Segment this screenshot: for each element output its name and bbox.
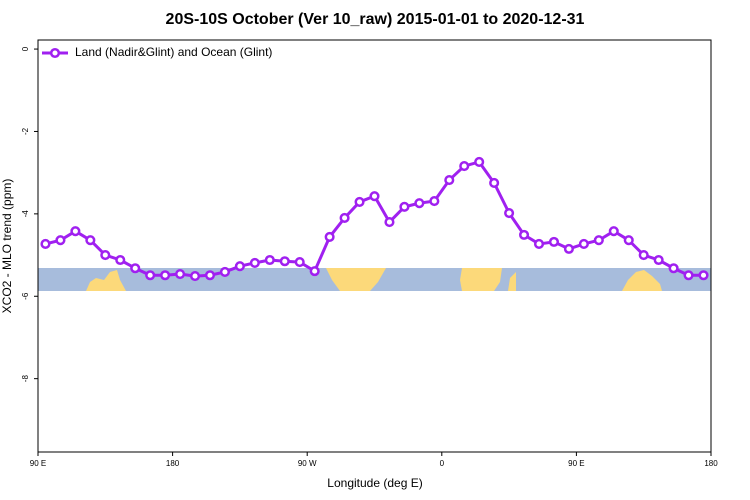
- point: [219, 266, 230, 278]
- point: [100, 250, 111, 261]
- point: [623, 235, 634, 246]
- point: [638, 250, 649, 261]
- point: [444, 175, 455, 186]
- y-tick-label: -8: [21, 375, 30, 383]
- point: [339, 212, 350, 224]
- point: [115, 254, 126, 266]
- point: [130, 263, 141, 274]
- land-patch: [326, 268, 386, 291]
- point: [145, 270, 156, 281]
- x-axis-label: Longitude (deg E): [327, 476, 422, 490]
- point: [384, 217, 395, 228]
- plot-frame: [37, 39, 712, 453]
- point: [324, 231, 335, 242]
- point: [459, 161, 470, 172]
- point: [519, 229, 530, 240]
- point: [85, 235, 96, 246]
- point: [683, 270, 694, 281]
- point: [234, 261, 245, 272]
- point: [40, 238, 51, 249]
- point: [593, 235, 604, 246]
- point: [489, 177, 500, 189]
- point: [504, 207, 515, 219]
- point: [399, 201, 410, 212]
- point: [533, 238, 545, 249]
- x-tick-label: 180: [166, 459, 180, 468]
- point: [294, 257, 305, 268]
- point: [429, 196, 440, 207]
- x-tick-label: 90 E: [568, 459, 584, 468]
- point: [55, 235, 66, 246]
- point: [309, 266, 320, 277]
- x-tick-label: 90 W: [298, 459, 317, 468]
- legend-marker: [49, 47, 61, 59]
- land-patch: [622, 270, 662, 291]
- point: [414, 198, 425, 209]
- point: [698, 270, 709, 281]
- chart-title: 20S-10S October (Ver 10_raw) 2015-01-01 …: [166, 11, 585, 28]
- series-line: [45, 160, 704, 278]
- point: [653, 254, 664, 266]
- x-tick-label: 90 E: [30, 459, 46, 468]
- point: [474, 156, 485, 168]
- land-patch: [460, 268, 502, 291]
- y-tick-label: -2: [21, 127, 30, 135]
- point: [279, 256, 290, 267]
- y-tick-label: -6: [21, 292, 30, 300]
- x-tick-label: 180: [704, 459, 718, 468]
- land-patch: [86, 270, 126, 291]
- y-axis-label: XCO2 - MLO trend (ppm): [0, 179, 14, 314]
- point: [668, 263, 679, 274]
- y-tick-label: 0: [21, 46, 30, 51]
- point: [354, 196, 365, 207]
- y-tick-label: -4: [21, 210, 30, 218]
- point: [264, 254, 275, 266]
- x-tick-label: 0: [440, 459, 445, 468]
- point: [369, 191, 380, 202]
- point: [548, 236, 560, 247]
- point: [249, 257, 260, 268]
- point: [608, 226, 619, 237]
- point: [189, 271, 201, 282]
- point: [160, 270, 171, 281]
- legend-label: Land (Nadir&Glint) and Ocean (Glint): [75, 45, 272, 59]
- point: [204, 270, 216, 281]
- point: [70, 226, 81, 237]
- point: [578, 238, 589, 249]
- land-patch: [508, 272, 516, 291]
- point: [563, 243, 574, 254]
- point: [175, 268, 186, 280]
